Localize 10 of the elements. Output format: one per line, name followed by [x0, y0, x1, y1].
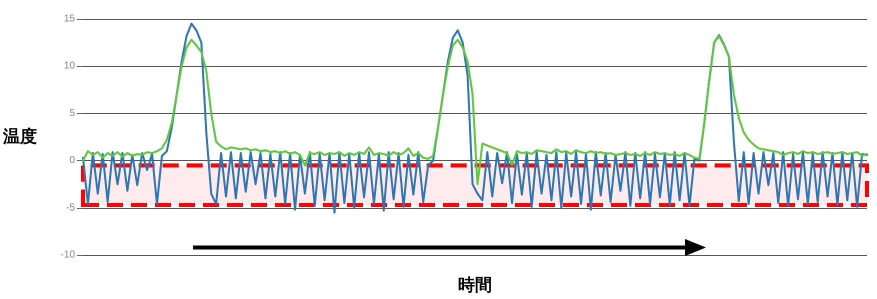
- y-tick-label: -5: [66, 202, 76, 214]
- y-axis-title: 温度: [2, 127, 37, 147]
- y-tick-label: 15: [64, 14, 76, 24]
- y-tick-label: 0: [69, 155, 76, 166]
- x-axis-title: 時間: [458, 276, 492, 296]
- y-tick-label: -10: [60, 250, 76, 260]
- line-series: [82, 22, 868, 214]
- y-tick-label: 5: [69, 108, 76, 119]
- line-series: [82, 34, 868, 186]
- y-tick-label: 10: [64, 60, 76, 72]
